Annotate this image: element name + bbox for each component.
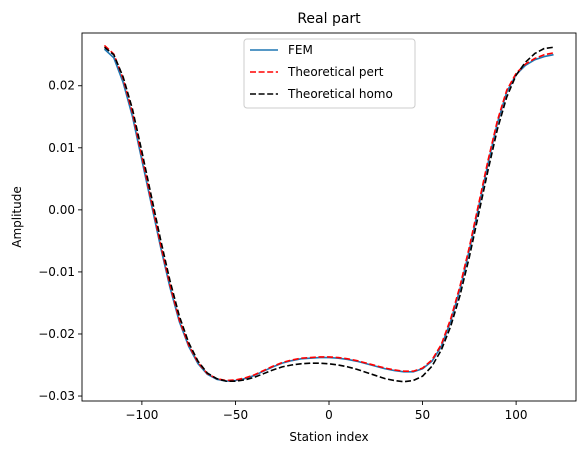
x-tick-label-3: 50	[415, 408, 430, 422]
legend-box	[243, 38, 416, 109]
x-tick-label-4: 100	[505, 408, 528, 422]
chart-title: Real part	[297, 11, 361, 27]
plot-area: −100 −50 0 50 100 −0.03 −0.02 −0.01 0.00 0.01 0.0…	[38, 32, 577, 422]
y-tick-label-0: −0.03	[38, 389, 75, 403]
plot-frame	[81, 32, 577, 402]
x-axis-label: Station index	[289, 430, 368, 444]
x-axis: −100 −50 0 50 100	[125, 401, 528, 422]
x-tick-label-2: 0	[325, 408, 333, 422]
x-tick-label-1: −50	[223, 408, 248, 422]
legend-label-0: FEM	[288, 43, 313, 57]
legend: FEM Theoretical pert Theoretical homo	[243, 38, 416, 109]
y-axis: −0.03 −0.02 −0.01 0.00 0.01 0.02	[38, 79, 82, 403]
legend-label-2: Theoretical homo	[287, 87, 393, 101]
legend-label-1: Theoretical pert	[287, 65, 384, 79]
y-axis-label: Amplitude	[10, 186, 24, 248]
y-tick-label-2: −0.01	[38, 265, 75, 279]
series-line-1	[103, 44, 554, 382]
y-tick-label-4: 0.01	[48, 141, 75, 155]
y-tick-label-1: −0.02	[38, 327, 75, 341]
y-tick-label-3: 0.00	[48, 203, 75, 217]
series-layer	[103, 44, 554, 383]
x-tick-label-0: −100	[125, 408, 158, 422]
series-line-2	[103, 46, 554, 383]
y-tick-label-5: 0.02	[48, 79, 75, 93]
